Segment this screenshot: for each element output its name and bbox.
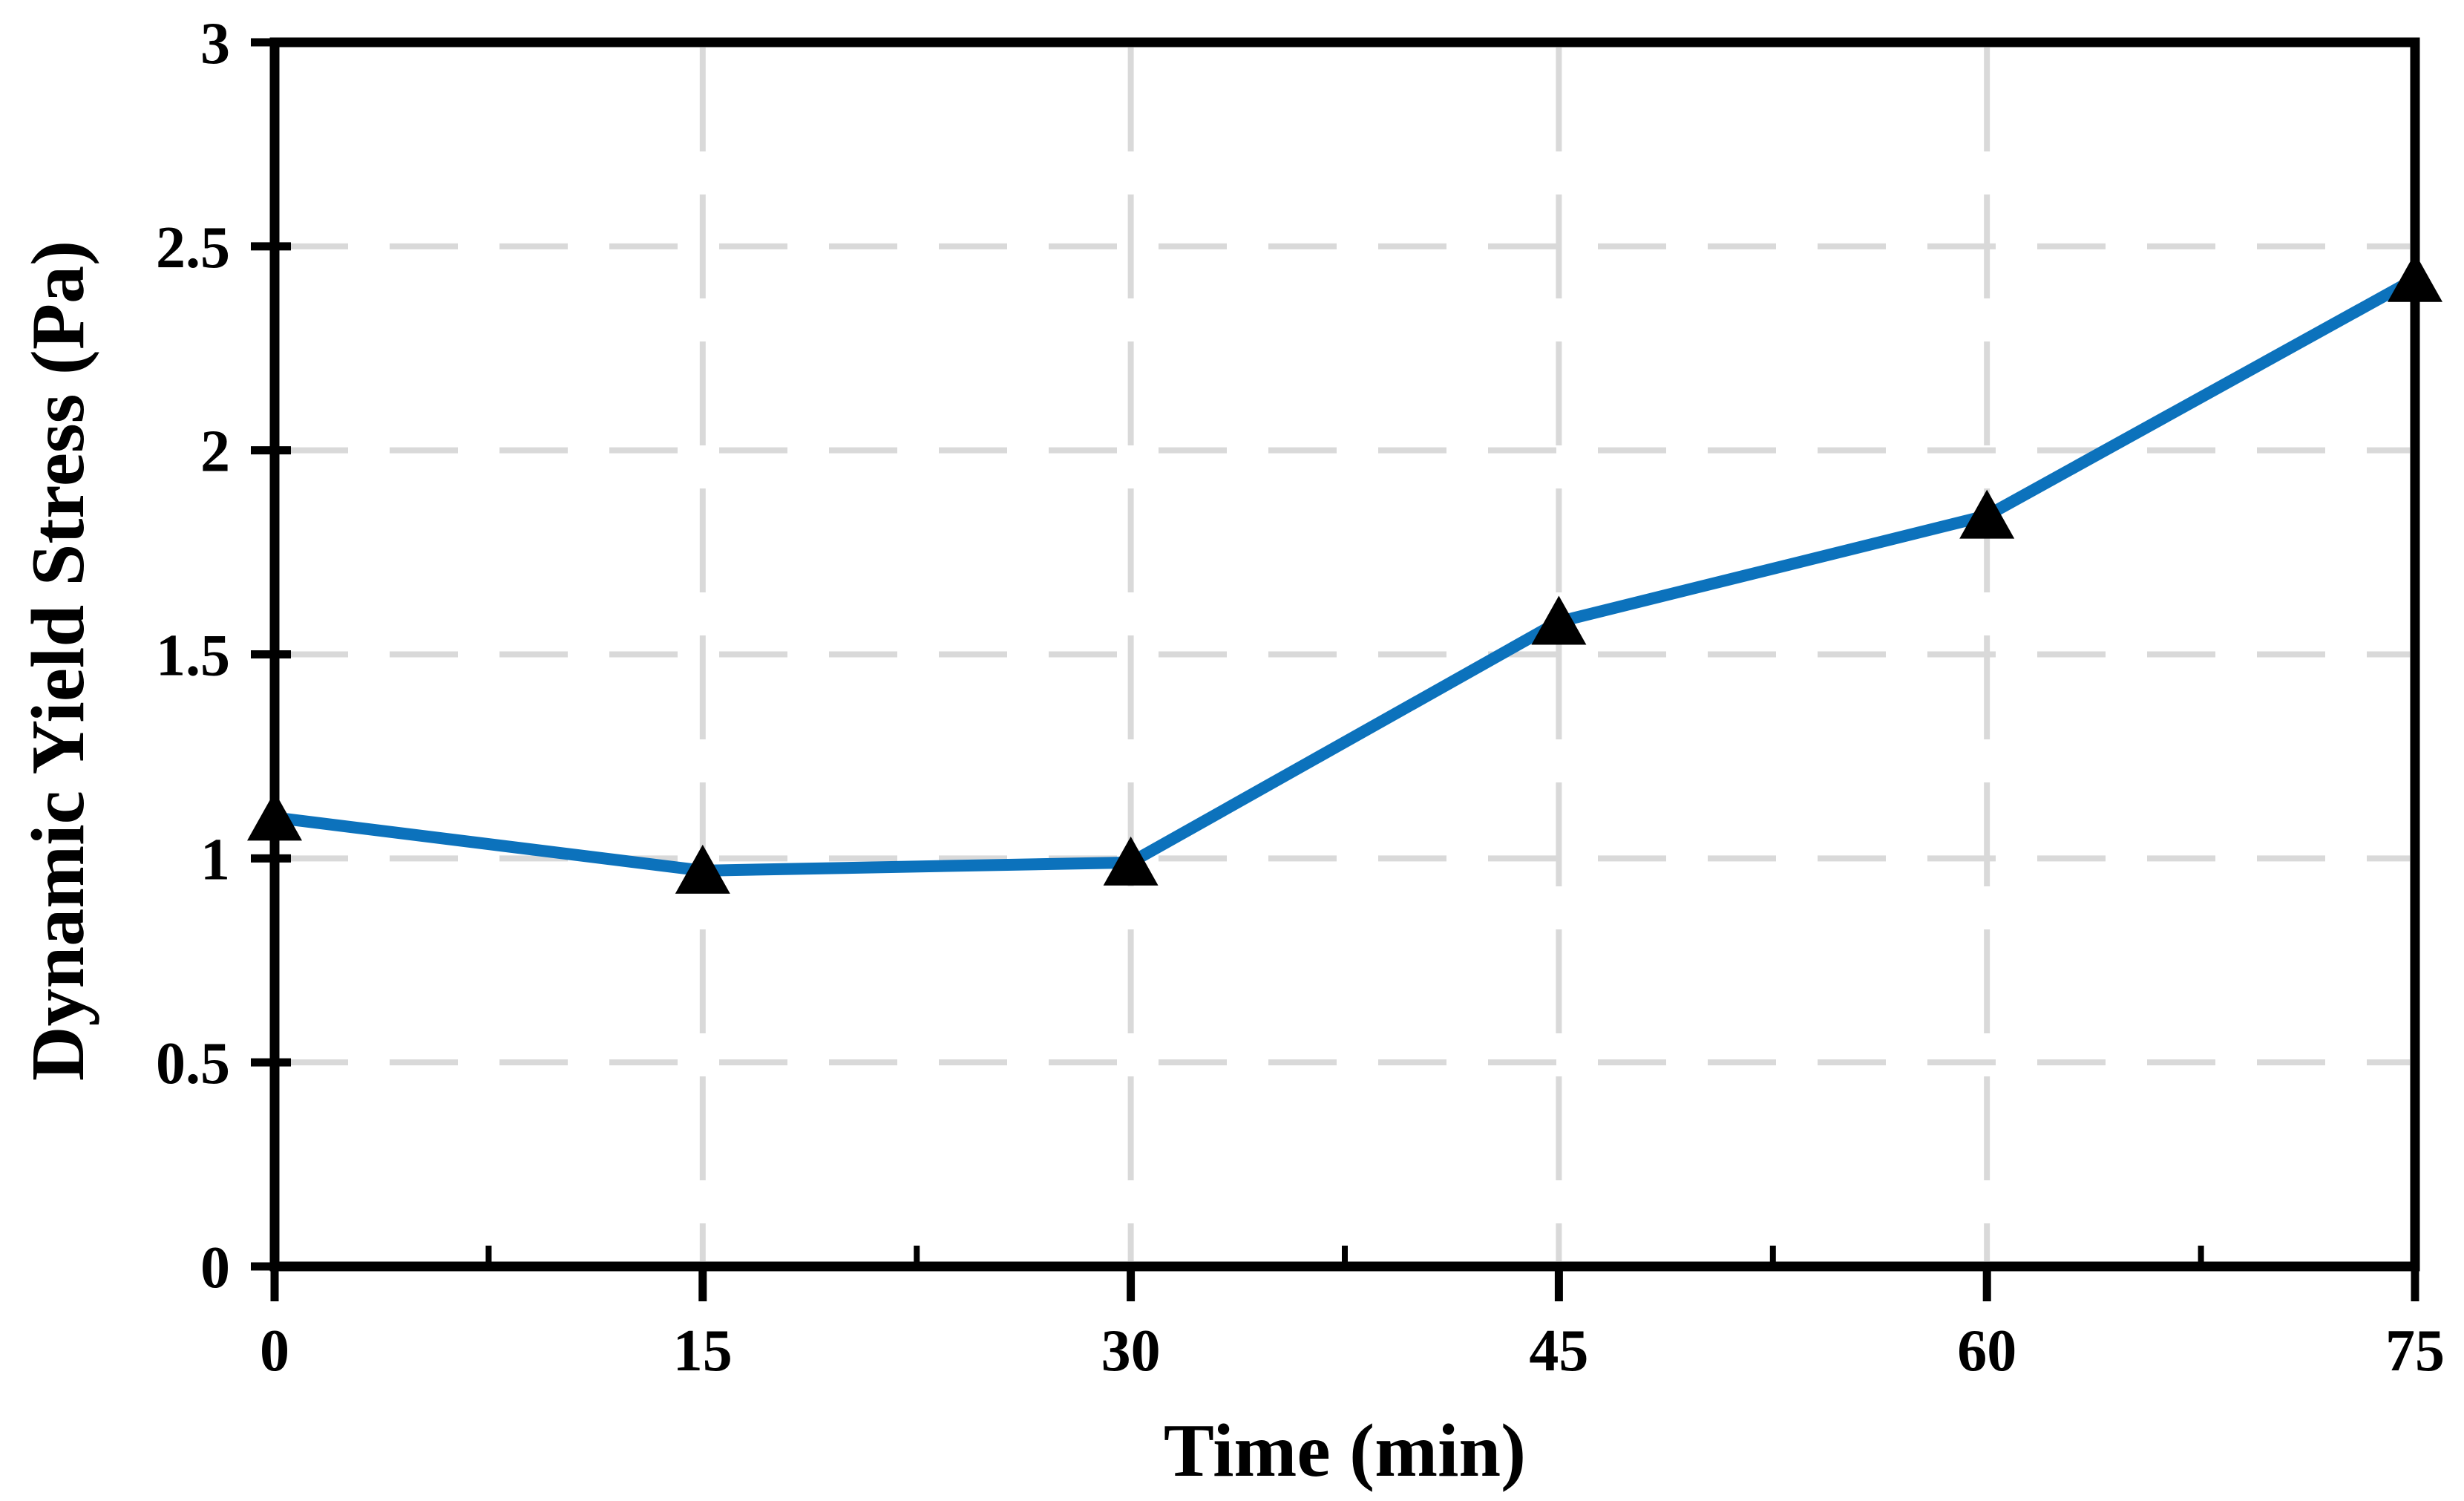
- data-series: [247, 252, 2442, 894]
- data-point-marker-triangle: [675, 844, 730, 894]
- x-axis-title: Time (min): [1164, 1409, 1526, 1493]
- y-tick-labels: 0 0.5 1 1.5 2 2.5 3: [156, 11, 230, 1301]
- x-tick-label: 75: [2385, 1318, 2445, 1384]
- y-tick-label: 1: [200, 827, 230, 892]
- data-point-marker-triangle: [1531, 595, 1587, 645]
- x-tick-label: 15: [673, 1318, 733, 1384]
- y-axis-title: Dynamic Yield Stress (Pa): [16, 241, 100, 1081]
- data-point-marker-triangle: [1959, 489, 2015, 539]
- gridlines: [280, 48, 2410, 1261]
- data-line: [269, 272, 2421, 877]
- x-tick-labels: 0 15 30 45 60 75: [260, 1318, 2445, 1384]
- axis-ticks: [251, 38, 2419, 1301]
- x-tick-label: 0: [260, 1318, 289, 1384]
- data-point-marker-triangle: [1103, 836, 1159, 886]
- y-tick-label: 0.5: [156, 1031, 230, 1096]
- y-tick-label: 3: [200, 11, 230, 76]
- y-tick-label: 1.5: [156, 624, 230, 689]
- data-point-marker-triangle: [2388, 252, 2442, 302]
- x-tick-label: 60: [1957, 1318, 2016, 1384]
- y-tick-label: 0: [200, 1235, 230, 1301]
- y-tick-label: 2: [200, 419, 230, 485]
- data-point-marker-triangle: [247, 791, 302, 841]
- x-tick-label: 45: [1529, 1318, 1588, 1384]
- y-tick-label: 2.5: [156, 215, 230, 281]
- x-tick-label: 30: [1101, 1318, 1161, 1384]
